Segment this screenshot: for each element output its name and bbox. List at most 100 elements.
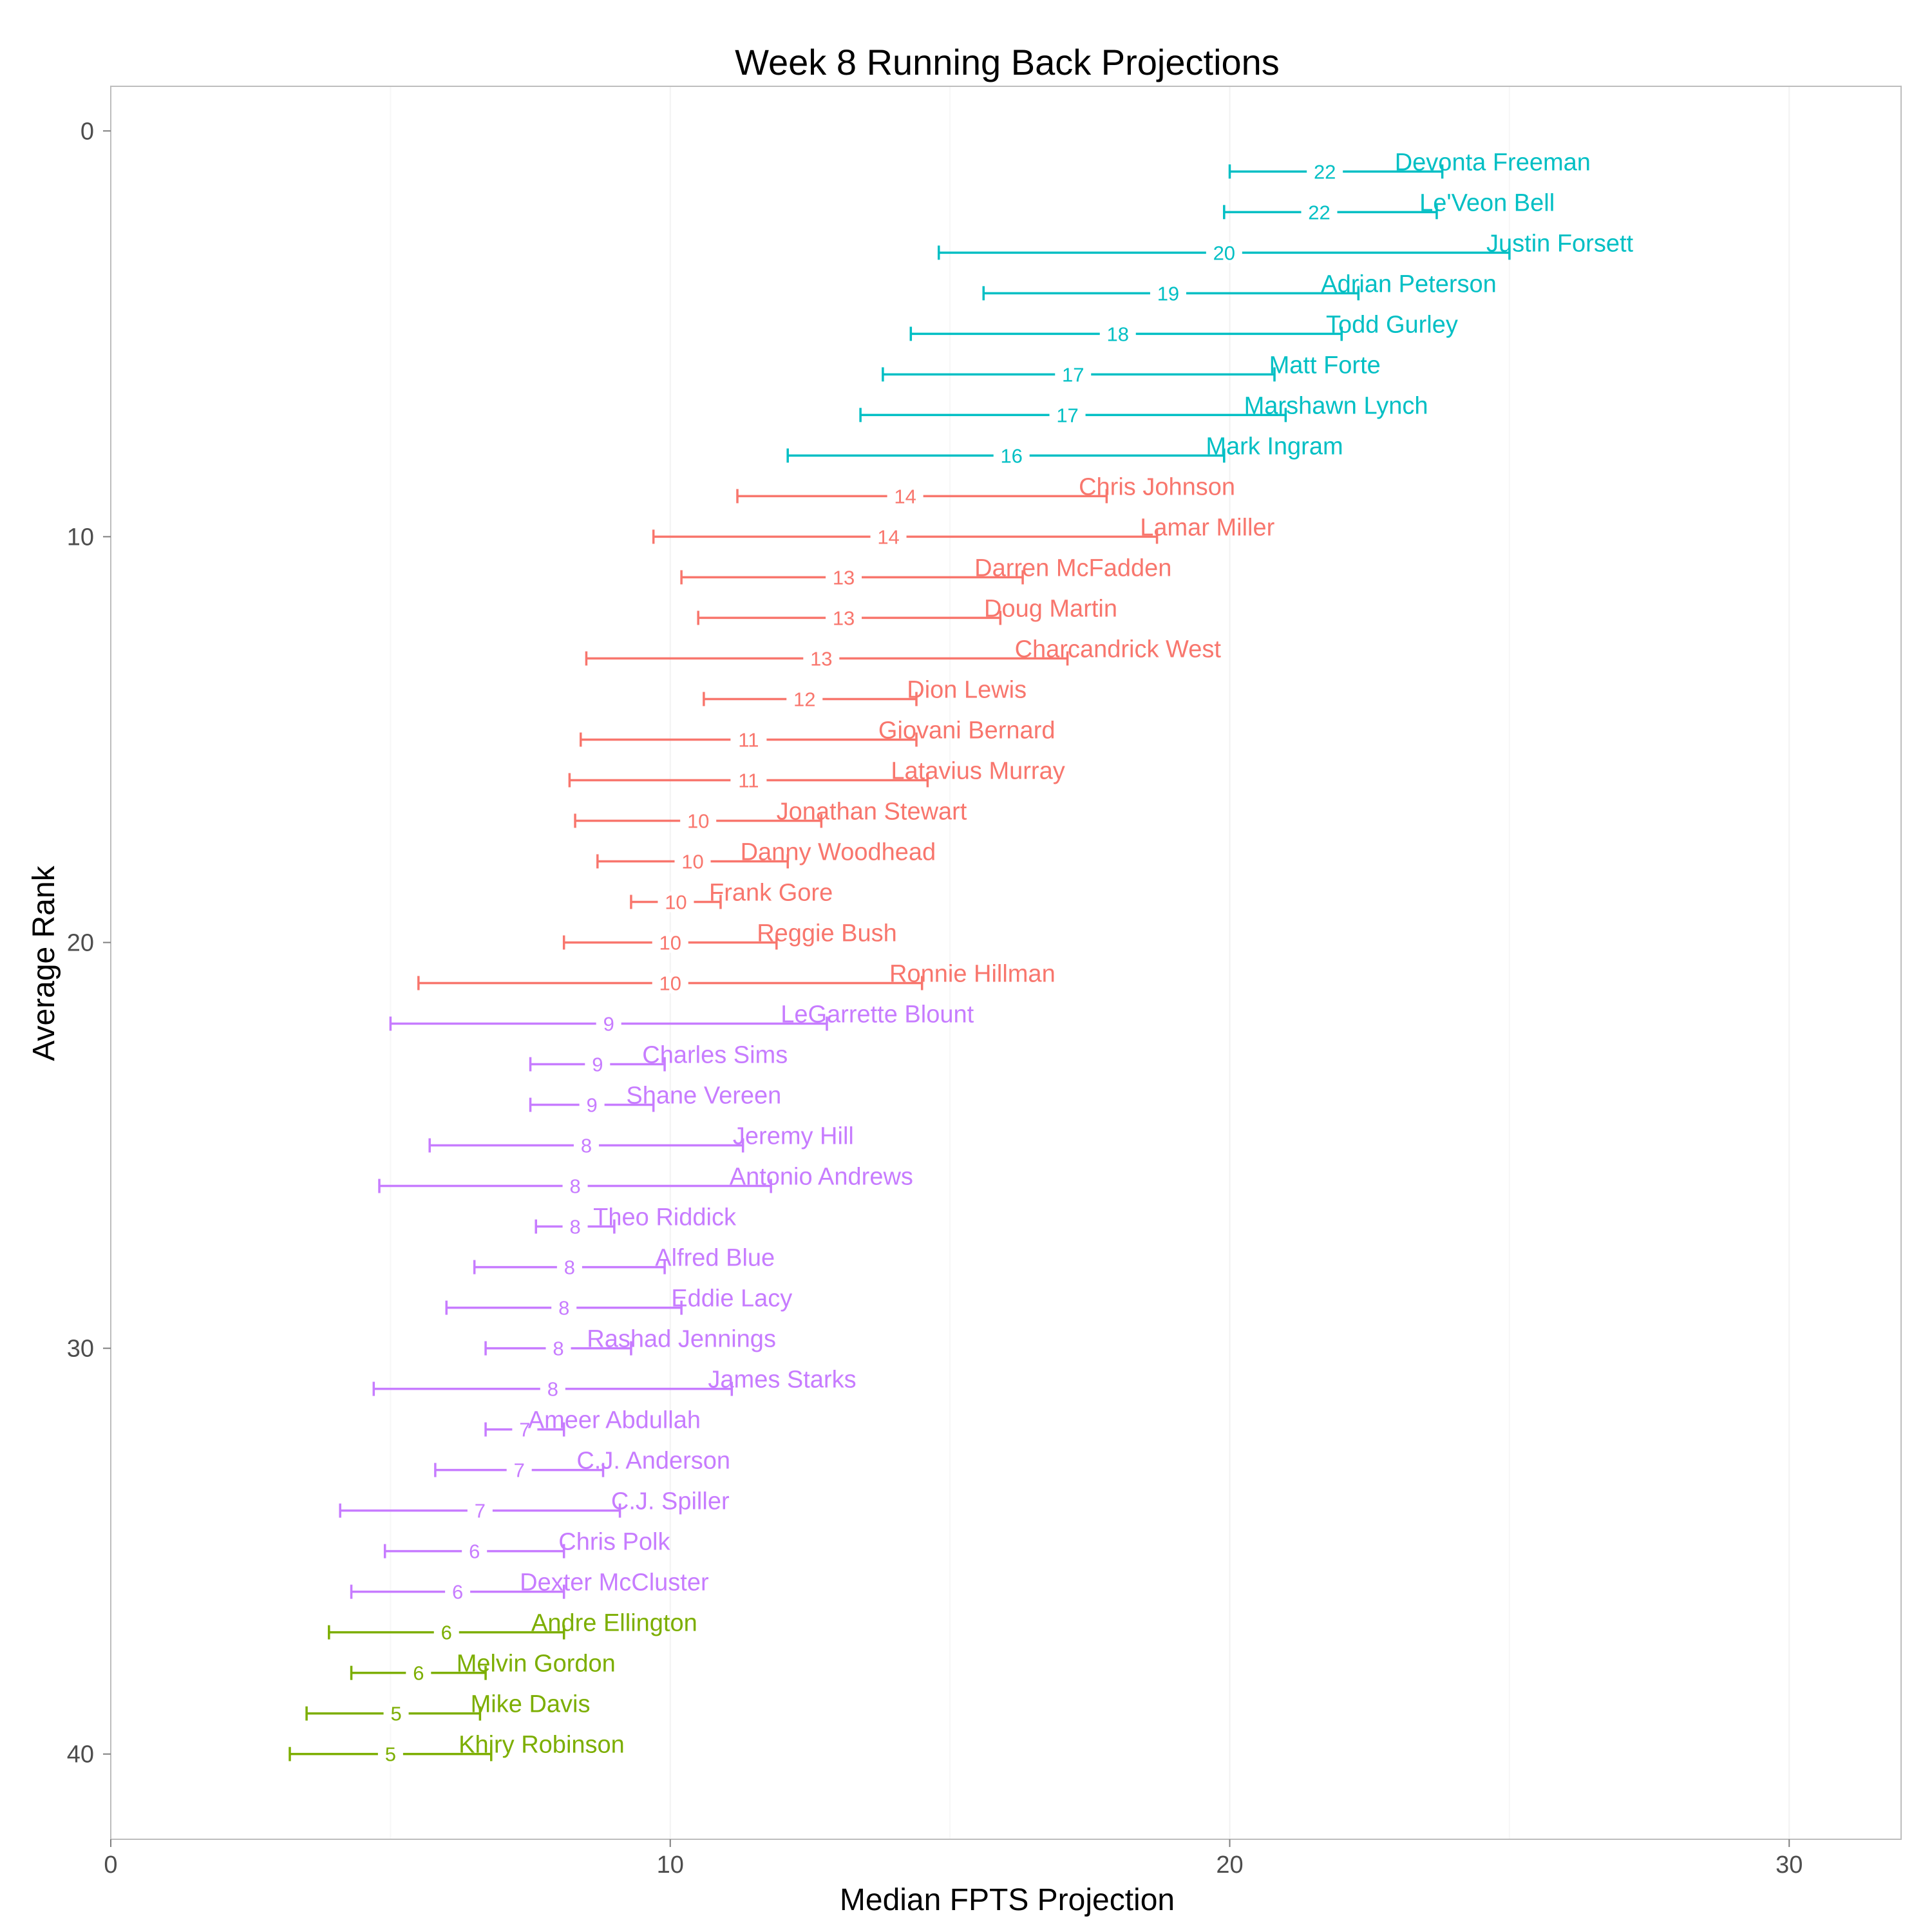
player-errorbar-group: 12 Dion Lewis	[703, 676, 1027, 710]
median-label-background	[551, 1297, 577, 1318]
player-errorbar-group: 13 Darren McFadden	[680, 554, 1171, 589]
median-label-background	[579, 1094, 605, 1115]
y-tick-label: 0	[80, 118, 94, 145]
player-name-label: Charcandrick West	[1015, 636, 1222, 663]
player-name-label: Ameer Abdullah	[528, 1407, 701, 1434]
median-label: 7	[475, 1500, 486, 1522]
player-errorbar-group: 22 Le'Veon Bell	[1223, 189, 1555, 223]
chart-title: Week 8 Running Back Projections	[735, 42, 1280, 82]
median-label: 11	[738, 769, 759, 791]
median-label: 9	[592, 1054, 603, 1076]
player-name-label: Giovani Bernard	[878, 717, 1056, 744]
median-label: 8	[564, 1256, 575, 1279]
player-errorbar-group: 6 Dexter McCluster	[350, 1569, 709, 1604]
player-errorbar-group: 22 Devonta Freeman	[1228, 149, 1591, 183]
median-label-background	[786, 688, 823, 710]
player-name-label: Dion Lewis	[907, 676, 1027, 703]
median-label-background	[826, 607, 862, 629]
player-name-label: Theo Riddick	[593, 1204, 737, 1231]
median-label: 9	[587, 1094, 598, 1117]
median-label: 8	[547, 1378, 558, 1401]
player-name-label: Khiry Robinson	[459, 1732, 625, 1759]
player-errorbar-group: 8 Theo Riddick	[535, 1204, 737, 1238]
player-errorbar-group: 7 C.J. Spiller	[339, 1488, 730, 1522]
player-name-label: Mike Davis	[471, 1691, 591, 1718]
median-label: 6	[441, 1622, 452, 1644]
median-label-background	[1301, 202, 1338, 223]
median-label-background	[462, 1540, 488, 1562]
median-label: 8	[569, 1175, 580, 1198]
median-label-background	[674, 851, 711, 872]
median-label-background	[467, 1500, 493, 1521]
player-errorbar-group: 19 Adrian Peterson	[982, 270, 1497, 305]
player-errorbar-group: 8 Antonio Andrews	[378, 1164, 913, 1198]
median-label-background	[1049, 404, 1086, 426]
player-errorbar-group: 10 Frank Gore	[630, 879, 833, 913]
median-label-background	[562, 1216, 588, 1237]
median-label-background	[433, 1622, 459, 1643]
player-name-label: Chris Polk	[558, 1529, 670, 1556]
player-name-label: Eddie Lacy	[671, 1285, 792, 1312]
player-errorbar-group: 6 Andre Ellington	[328, 1610, 697, 1644]
median-label-background	[540, 1378, 565, 1399]
median-label-background	[652, 972, 688, 994]
player-name-label: Doug Martin	[984, 595, 1117, 622]
player-name-label: C.J. Spiller	[611, 1488, 730, 1515]
median-label-background	[870, 526, 907, 547]
median-label-background	[803, 648, 840, 669]
median-label: 8	[581, 1135, 592, 1157]
median-label-background	[680, 810, 717, 831]
median-label-background	[556, 1256, 582, 1278]
median-label: 10	[659, 931, 681, 954]
median-label: 9	[603, 1013, 614, 1036]
y-tick-label: 10	[67, 524, 94, 551]
player-name-label: Frank Gore	[709, 879, 833, 906]
player-name-label: Adrian Peterson	[1321, 270, 1497, 298]
player-name-label: Melvin Gordon	[457, 1651, 616, 1678]
median-label: 13	[833, 607, 855, 629]
x-tick-label: 10	[657, 1852, 684, 1879]
player-name-label: Todd Gurley	[1326, 311, 1458, 338]
median-label-background	[445, 1581, 471, 1602]
player-name-label: Chris Johnson	[1079, 473, 1235, 500]
player-name-label: Danny Woodhead	[741, 838, 936, 866]
x-tick-label: 30	[1776, 1852, 1803, 1879]
player-errorbar-group: 6 Chris Polk	[383, 1529, 670, 1563]
player-errorbar-group: 11 Giovani Bernard	[580, 717, 1056, 751]
median-label-background	[652, 932, 688, 953]
player-errorbar-group: 10 Jonathan Stewart	[574, 798, 967, 832]
median-label: 8	[553, 1338, 564, 1360]
median-label: 10	[687, 810, 709, 832]
player-name-label: Jeremy Hill	[733, 1123, 854, 1150]
median-label: 13	[833, 566, 855, 589]
median-label: 16	[1000, 444, 1022, 467]
player-name-label: Matt Forte	[1269, 352, 1381, 379]
player-errorbar-group: 8 Eddie Lacy	[445, 1285, 792, 1320]
player-name-label: Alfred Blue	[655, 1245, 775, 1272]
player-name-label: Mark Ingram	[1206, 433, 1343, 460]
median-label: 5	[390, 1703, 401, 1725]
x-tick-label: 20	[1216, 1852, 1243, 1879]
player-name-label: LeGarrette Blount	[781, 1001, 974, 1028]
player-errorbar-group: 17 Marshawn Lynch	[859, 392, 1428, 426]
y-tick-label: 40	[67, 1741, 94, 1768]
median-label: 22	[1314, 160, 1336, 183]
median-label: 12	[793, 688, 815, 710]
player-name-label: Marshawn Lynch	[1244, 392, 1428, 419]
median-label: 14	[894, 485, 916, 507]
player-errorbar-group: 9 LeGarrette Blount	[389, 1001, 974, 1036]
median-label-background	[545, 1338, 571, 1359]
median-label: 5	[385, 1743, 396, 1766]
player-errorbar-group: 10 Danny Woodhead	[596, 838, 936, 873]
median-label: 22	[1308, 201, 1330, 223]
median-label: 10	[681, 850, 703, 873]
player-name-label: Jonathan Stewart	[777, 798, 967, 825]
player-errorbar-group: 5 Khiry Robinson	[289, 1732, 625, 1766]
median-label-background	[826, 567, 862, 588]
player-errorbar-group: 6 Melvin Gordon	[350, 1651, 616, 1685]
player-name-label: Ronnie Hillman	[889, 961, 1056, 988]
player-errorbar-group: 11 Latavius Murray	[568, 757, 1065, 791]
median-label: 20	[1213, 242, 1235, 264]
plot-border	[110, 86, 1902, 1840]
player-name-label: Rashad Jennings	[587, 1326, 776, 1353]
